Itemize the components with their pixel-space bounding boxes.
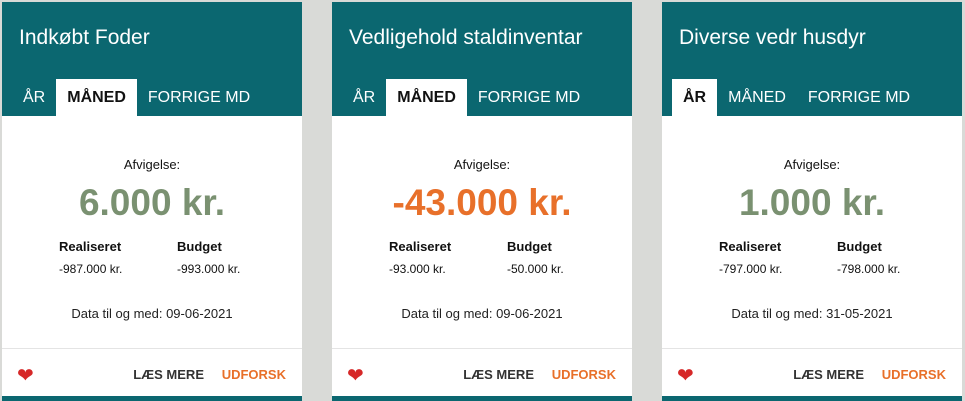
realized: Realiseret -93.000 kr.: [389, 239, 451, 276]
heart-icon[interactable]: ❤: [677, 365, 694, 387]
budget-value: -798.000 kr.: [837, 262, 901, 276]
kpi-card: Diverse vedr husdyr ÅR MÅNED FORRIGE MD Af…: [662, 2, 962, 401]
tab-year[interactable]: ÅR: [672, 79, 718, 116]
data-date: Data til og med: 09-06-2021: [401, 306, 563, 321]
card-footer: ❤ LÆS MERE UDFORSK: [662, 348, 962, 396]
budget-value: -50.000 kr.: [507, 262, 564, 276]
deviation-label: Afvigelse:: [123, 157, 181, 172]
card-header: Indkøbt Foder ÅR MÅNED FORRIGE MD: [2, 2, 302, 116]
read-more-link[interactable]: LÆS MERE: [463, 367, 534, 382]
budget: Budget -798.000 kr.: [837, 239, 900, 276]
kpi-card: Indkøbt Foder ÅR MÅNED FORRIGE MD Afvigels…: [2, 2, 302, 401]
tab-previous-month[interactable]: FORRIGE MD: [807, 89, 911, 106]
tab-month[interactable]: MÅNED: [728, 89, 786, 106]
explore-link[interactable]: UDFORSK: [221, 367, 286, 382]
budget: Budget -993.000 kr.: [177, 239, 240, 276]
budget-label: Budget: [507, 239, 552, 254]
period-tabs: ÅR MÅNED FORRIGE MD: [342, 79, 591, 116]
realized: Realiseret -797.000 kr.: [719, 239, 782, 276]
card-footer: ❤ LÆS MERE UDFORSK: [332, 348, 632, 396]
period-tabs: ÅR MÅNED FORRIGE MD: [672, 79, 921, 116]
tab-previous-month[interactable]: FORRIGE MD: [477, 89, 581, 106]
realized-label: Realiseret: [719, 239, 782, 254]
period-tabs: ÅR MÅNED FORRIGE MD: [12, 79, 261, 116]
budget-value: -993.000 kr.: [177, 262, 241, 276]
realized-label: Realiseret: [59, 239, 122, 254]
tab-month[interactable]: MÅNED: [56, 79, 137, 116]
realized-label: Realiseret: [389, 239, 452, 254]
explore-link[interactable]: UDFORSK: [881, 367, 946, 382]
tab-year[interactable]: ÅR: [353, 89, 376, 106]
realized: Realiseret -987.000 kr.: [59, 239, 122, 276]
realized-value: -93.000 kr.: [389, 262, 446, 276]
card-header: Diverse vedr husdyr ÅR MÅNED FORRIGE MD: [662, 2, 962, 116]
explore-link[interactable]: UDFORSK: [551, 367, 616, 382]
read-more-link[interactable]: LÆS MERE: [133, 367, 204, 382]
heart-icon[interactable]: ❤: [17, 365, 34, 387]
budget: Budget -50.000 kr.: [507, 239, 564, 276]
kpi-card: Vedligehold staldinventar ÅR MÅNED FORRIGE…: [332, 2, 632, 401]
tab-year[interactable]: ÅR: [23, 89, 46, 106]
realized-value: -797.000 kr.: [719, 262, 783, 276]
budget-label: Budget: [177, 239, 222, 254]
deviation-value: -43.000 kr.: [392, 182, 572, 223]
budget-label: Budget: [837, 239, 882, 254]
realized-value: -987.000 kr.: [59, 262, 123, 276]
data-date: Data til og med: 09-06-2021: [71, 306, 233, 321]
deviation-label: Afvigelse:: [453, 157, 511, 172]
card-footer: ❤ LÆS MERE UDFORSK: [2, 348, 302, 396]
deviation-value: 6.000 kr.: [78, 182, 226, 223]
data-date: Data til og med: 31-05-2021: [731, 306, 893, 321]
card-title: Indkøbt Foder: [19, 26, 150, 49]
card-header: Vedligehold staldinventar ÅR MÅNED FORRIGE…: [332, 2, 632, 116]
tab-month[interactable]: MÅNED: [386, 79, 467, 116]
card-title: Vedligehold staldinventar: [349, 26, 583, 49]
read-more-link[interactable]: LÆS MERE: [793, 367, 864, 382]
deviation-value: 1.000 kr.: [738, 182, 886, 223]
heart-icon[interactable]: ❤: [347, 365, 364, 387]
card-title: Diverse vedr husdyr: [679, 26, 866, 49]
deviation-label: Afvigelse:: [783, 157, 841, 172]
tab-previous-month[interactable]: FORRIGE MD: [147, 89, 251, 106]
